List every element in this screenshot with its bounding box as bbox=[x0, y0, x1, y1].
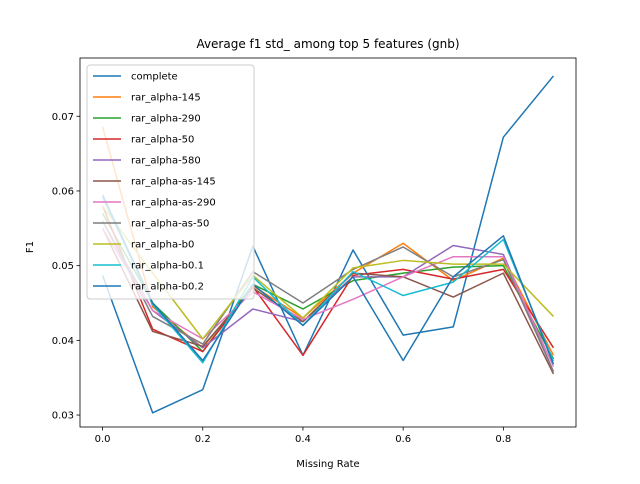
y-tick-label: 0.03 bbox=[52, 411, 74, 422]
series-line-2 bbox=[101, 213, 555, 360]
x-tick-label: 0.4 bbox=[295, 434, 311, 445]
y-axis-label: F1 bbox=[25, 241, 36, 253]
y-tick-label: 0.07 bbox=[52, 112, 74, 123]
y-tick-label: 0.04 bbox=[52, 336, 74, 347]
series-line-0 bbox=[101, 75, 555, 414]
legend-label: rar_alpha-as-290 bbox=[131, 198, 216, 209]
legend-label: rar_alpha-as-50 bbox=[131, 219, 209, 230]
series-line-9 bbox=[101, 196, 555, 364]
legend-label: complete bbox=[131, 72, 178, 83]
series-line-7 bbox=[101, 220, 555, 373]
x-tick-label: 0.0 bbox=[95, 434, 111, 445]
legend-label: rar_alpha-b0.1 bbox=[131, 261, 204, 272]
legend-label: rar_alpha-50 bbox=[131, 135, 194, 146]
axes-frame bbox=[79, 57, 577, 428]
series-line-3 bbox=[101, 205, 555, 357]
x-tick-label: 0.8 bbox=[495, 434, 511, 445]
legend: complete rar_alpha-145 rar_alpha-290 rar_al… bbox=[86, 64, 255, 300]
legend-box bbox=[86, 64, 255, 300]
y-tick-label: 0.05 bbox=[52, 261, 74, 272]
x-axis-label: Missing Rate bbox=[296, 459, 359, 470]
chart-title: Average f1 std_ among top 5 features (gn… bbox=[196, 37, 459, 51]
series-line-8 bbox=[101, 205, 554, 340]
legend-label: rar_alpha-b0.2 bbox=[131, 282, 204, 293]
series-line-5 bbox=[101, 227, 555, 375]
legend-label: rar_alpha-as-145 bbox=[131, 177, 216, 188]
x-tick-label: 0.6 bbox=[395, 434, 411, 445]
series-line-10 bbox=[101, 194, 555, 365]
legend-label: rar_alpha-580 bbox=[131, 156, 201, 167]
legend-label: rar_alpha-145 bbox=[131, 93, 201, 104]
legend-label: rar_alpha-290 bbox=[131, 114, 201, 125]
x-tick-label: 0.2 bbox=[195, 434, 211, 445]
legend-label: rar_alpha-b0 bbox=[131, 240, 194, 251]
y-tick-label: 0.06 bbox=[52, 186, 74, 197]
